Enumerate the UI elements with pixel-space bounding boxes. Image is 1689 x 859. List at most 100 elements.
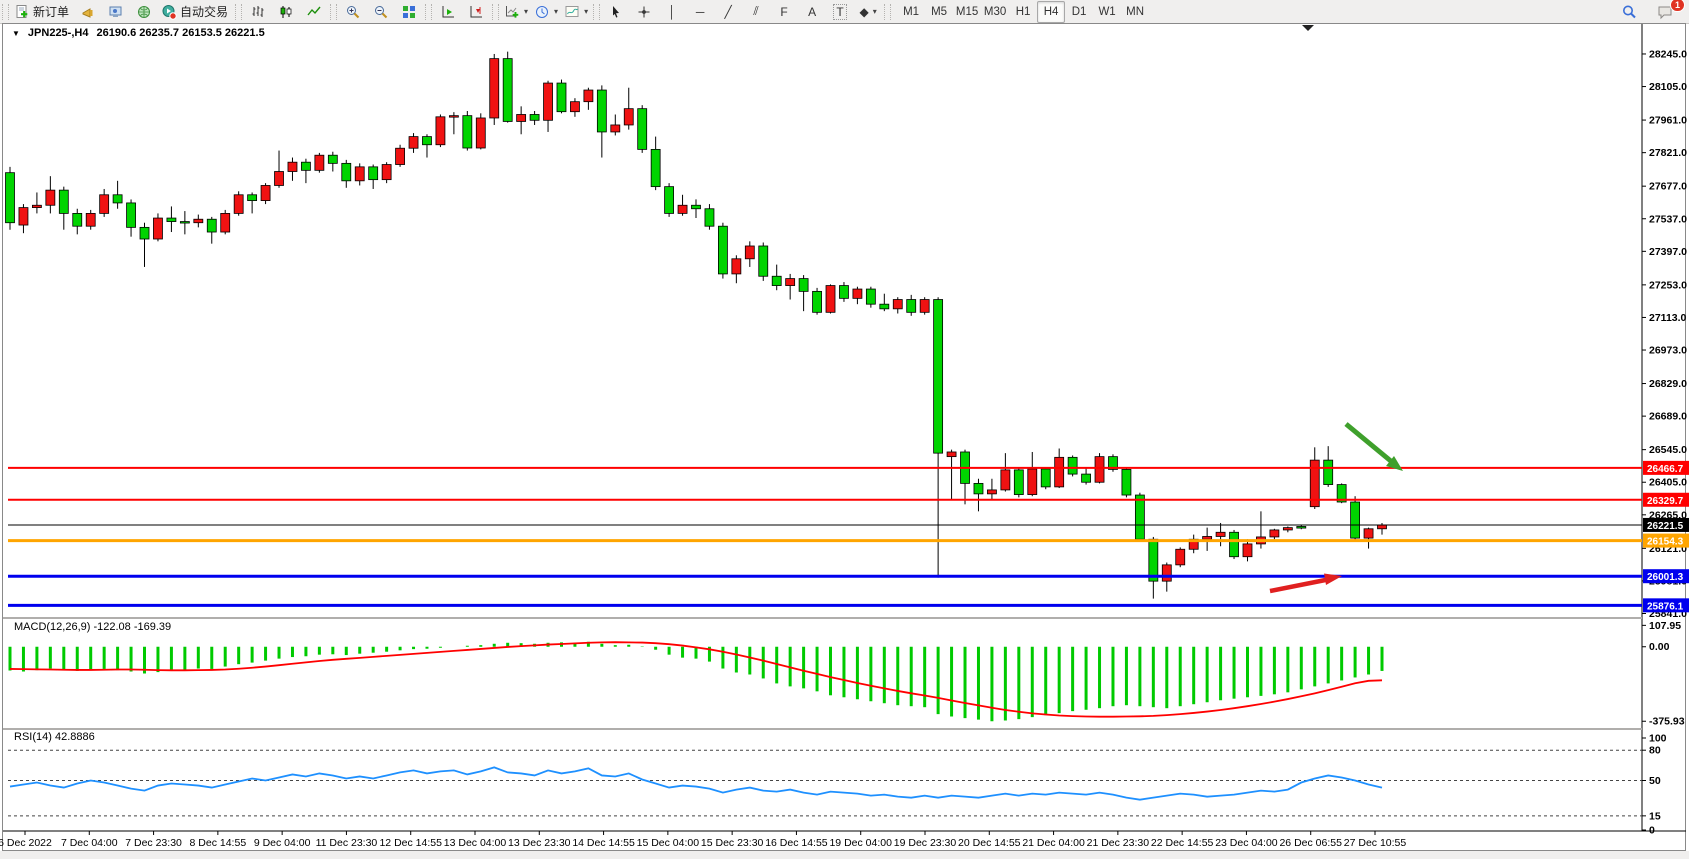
- candle: [179, 221, 190, 224]
- label-button[interactable]: T: [826, 1, 854, 23]
- notifications-button[interactable]: 1: [1651, 0, 1685, 23]
- trendline-icon: ╱: [724, 4, 732, 19]
- time-tick-label: 7 Dec 04:00: [61, 837, 118, 849]
- horizontal-line-button[interactable]: ─: [686, 1, 714, 23]
- candle: [1336, 484, 1347, 503]
- timeframe-d1-button[interactable]: D1: [1071, 5, 1087, 18]
- zoom-in-button[interactable]: [339, 1, 367, 23]
- candlestick-button[interactable]: [272, 1, 300, 23]
- candle: [354, 166, 365, 182]
- tile-windows-button[interactable]: [395, 1, 423, 23]
- signal-button[interactable]: [130, 1, 158, 23]
- hline-icon: ─: [695, 4, 705, 19]
- crosshair-button[interactable]: [630, 1, 658, 23]
- candle: [408, 136, 419, 149]
- profiles-button[interactable]: ▾: [531, 1, 561, 23]
- timeframe-w1-button[interactable]: W1: [1098, 5, 1116, 18]
- candle: [233, 194, 244, 214]
- candle: [341, 162, 352, 182]
- chart-shift-button[interactable]: [462, 1, 490, 23]
- toolbar-separator: [884, 3, 892, 20]
- autotrade-button-label: 自动交易: [180, 5, 229, 19]
- candle: [220, 213, 231, 233]
- timeframe-m5-button[interactable]: M5: [931, 5, 948, 18]
- horn-icon: [82, 7, 93, 18]
- auto-scroll-button[interactable]: [434, 1, 462, 23]
- new-order-button[interactable]: 新订单: [11, 1, 74, 23]
- price-badge-26154.3: 26154.3: [1647, 537, 1684, 548]
- price-axis[interactable]: [1642, 24, 1689, 831]
- candle: [85, 213, 96, 227]
- candle: [475, 117, 486, 149]
- red-up-arrowhead[interactable]: [1324, 573, 1342, 586]
- indicators-list-button[interactable]: ▾: [561, 1, 591, 23]
- green-down-arrow[interactable]: [1344, 422, 1394, 464]
- text-button[interactable]: A: [798, 1, 826, 23]
- bar-chart-button[interactable]: [244, 1, 272, 23]
- bars-icon: [252, 5, 264, 17]
- candle: [45, 189, 56, 206]
- candle: [1363, 528, 1374, 539]
- candle: [731, 258, 742, 275]
- price-badge-26466.7: 26466.7: [1647, 464, 1684, 475]
- candle: [879, 303, 890, 310]
- ohlc-values: 26190.6 26235.7 26153.5 26221.5: [96, 27, 265, 39]
- linechart-icon: [307, 6, 321, 15]
- fibonacci-button[interactable]: F: [770, 1, 798, 23]
- macd-pane-separator[interactable]: [3, 617, 1642, 619]
- shapes-button[interactable]: ◆ ▾: [854, 1, 882, 23]
- time-axis[interactable]: [0, 831, 1642, 849]
- trendline-button[interactable]: ╱: [714, 1, 742, 23]
- candle: [422, 136, 432, 146]
- price-tick-label: 27961.0: [1649, 115, 1687, 127]
- vertical-line-button[interactable]: │: [658, 1, 686, 23]
- timeframe-m15-button[interactable]: M15: [955, 5, 979, 18]
- candle: [596, 89, 607, 133]
- green-down-arrowhead[interactable]: [1386, 456, 1403, 471]
- timeframe-h4-button[interactable]: H4: [1037, 0, 1066, 23]
- horn-button[interactable]: [74, 1, 102, 23]
- zoom-out-button[interactable]: [367, 1, 395, 23]
- timeframe-m1-button[interactable]: M1: [903, 5, 920, 18]
- timeframe-mn-button[interactable]: MN: [1126, 5, 1145, 18]
- rsi-tick-label: 100: [1649, 733, 1667, 745]
- search-button[interactable]: [1615, 1, 1643, 23]
- line-chart-button[interactable]: [300, 1, 328, 23]
- terminal-button[interactable]: [102, 1, 130, 23]
- rsi-tick-label: 15: [1649, 810, 1661, 822]
- toolbar-separator: [330, 3, 338, 20]
- toolbar-separator: [425, 3, 433, 20]
- chartshift-icon: [470, 5, 483, 17]
- rsi-pane-separator[interactable]: [3, 728, 1642, 730]
- candle: [1309, 459, 1320, 508]
- candle: [946, 451, 957, 458]
- candle: [610, 124, 621, 133]
- toolbar-grip[interactable]: [2, 3, 9, 20]
- toolbar-separator: [492, 3, 500, 20]
- time-tick-label: 15 Dec 23:30: [701, 837, 764, 849]
- red-up-arrow[interactable]: [1269, 577, 1329, 594]
- timeframe-m30-button[interactable]: M30: [983, 5, 1007, 18]
- candle: [516, 114, 527, 122]
- candle: [1242, 543, 1253, 558]
- new-chart-button[interactable]: ▾: [501, 1, 531, 23]
- chart-shift-marker-icon[interactable]: [1302, 25, 1314, 31]
- rsi-tick-label: 0: [1649, 825, 1655, 837]
- candle: [1215, 531, 1226, 537]
- textA-icon: A: [808, 4, 817, 19]
- candle: [892, 299, 903, 310]
- candle: [556, 82, 567, 113]
- timeframe-h1-button[interactable]: H1: [1015, 5, 1031, 18]
- candle: [865, 288, 876, 305]
- one-click-trading-toggle-icon[interactable]: ▼: [12, 28, 20, 38]
- candle: [32, 204, 42, 208]
- dropdown-arrow-icon: ▾: [872, 7, 877, 16]
- price-tick-label: 27397.0: [1649, 246, 1687, 258]
- cursor-button[interactable]: [602, 1, 630, 23]
- autotrade-button[interactable]: 自动交易: [158, 1, 233, 23]
- candle: [1296, 526, 1307, 529]
- vline-icon: │: [668, 4, 676, 19]
- channel-button[interactable]: ⫽: [742, 1, 770, 23]
- candle: [1269, 529, 1280, 538]
